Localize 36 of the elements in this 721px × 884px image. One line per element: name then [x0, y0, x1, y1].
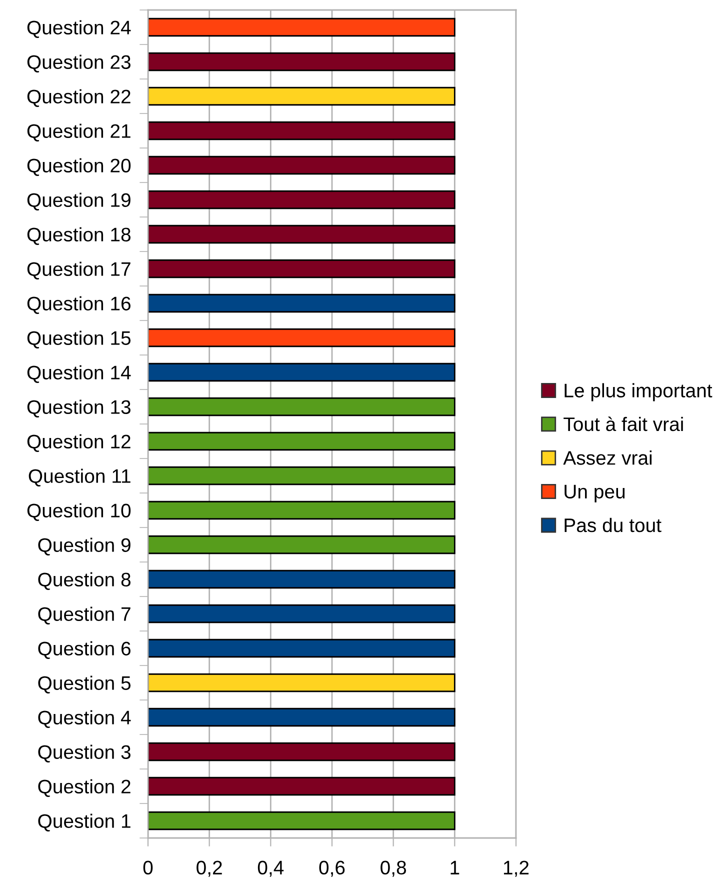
y-tick-label: Question 18	[27, 227, 130, 245]
y-tick-label: Question 12	[27, 434, 130, 452]
y-tick-label: Question 10	[27, 503, 131, 521]
y-tick-label: Question 13	[27, 400, 130, 418]
y-tick-label: Question 3	[38, 744, 130, 762]
y-tick-label: Question 15	[27, 330, 131, 348]
y-tick-label: Question 20	[27, 158, 131, 176]
x-tick-label: 0	[143, 860, 153, 875]
y-tick-label: Question 1	[38, 814, 130, 832]
y-tick-label: Question 7	[38, 606, 130, 624]
y-tick-label: Question 14	[27, 365, 131, 383]
legend-label: Assez vrai	[563, 450, 652, 465]
x-tick-label: 0,8	[380, 860, 406, 877]
y-tick-label: Question 21	[27, 124, 130, 142]
y-tick-label: Question 9	[38, 538, 130, 556]
y-tick-label: Question 16	[27, 296, 130, 314]
x-tick-label: 0,6	[319, 860, 345, 877]
y-tick-label: Question 19	[27, 192, 130, 210]
x-tick-label: 0,4	[258, 860, 284, 877]
legend-label: Un peu	[564, 484, 625, 502]
x-tick-label: 1,2	[504, 860, 529, 877]
y-tick-label: Question 5	[38, 676, 131, 694]
legend-label: Tout à fait vrai	[564, 416, 683, 432]
y-tick-label: Question 11	[28, 468, 130, 486]
y-tick-label: Question 24	[27, 20, 131, 38]
y-tick-label: Question 23	[27, 54, 130, 72]
y-tick-label: Question 6	[38, 641, 130, 659]
y-tick-label: Question 2	[38, 779, 130, 797]
y-tick-label: Question 8	[38, 572, 130, 590]
y-tick-label: Question 17	[27, 262, 130, 280]
x-tick-label: 0,2	[196, 860, 222, 877]
y-tick-label: Question 4	[38, 710, 131, 728]
y-tick-label: Question 22	[27, 89, 130, 107]
x-tick-label: 1	[450, 860, 460, 874]
legend-label: Pas du tout	[564, 518, 662, 532]
legend-label: Le plus important	[564, 383, 712, 402]
